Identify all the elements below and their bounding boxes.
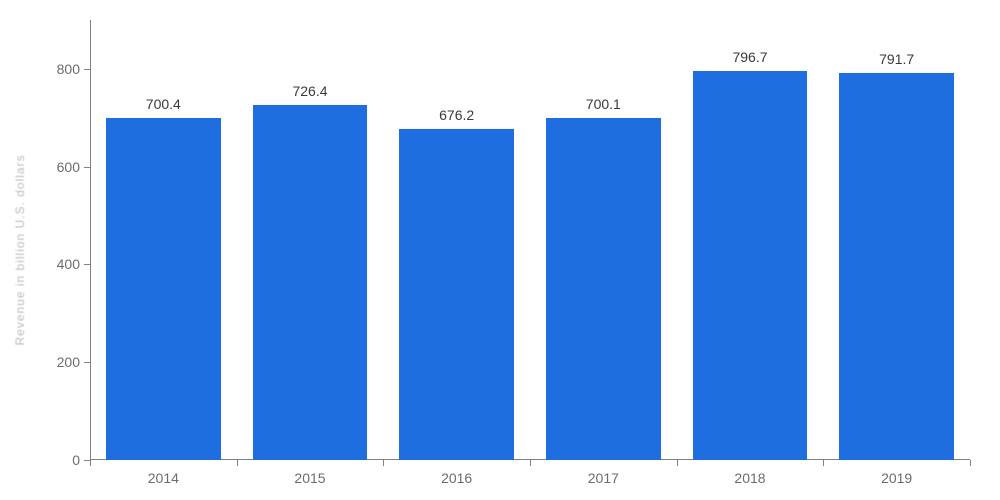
bar: 726.4 <box>253 105 367 460</box>
x-tick-mark <box>823 460 824 466</box>
y-tick-label: 400 <box>57 256 80 272</box>
bars-group: 700.4 726.4 676.2 700.1 796.7 791.7 <box>90 20 970 460</box>
y-axis-title: Revenue in billion U.S. dollars <box>13 154 27 345</box>
y-tick-label: 600 <box>57 159 80 175</box>
x-tick-mark <box>530 460 531 466</box>
x-tick-mark <box>970 460 971 466</box>
bar: 676.2 <box>399 129 513 460</box>
x-tick-label: 2014 <box>148 470 179 486</box>
bar-value-label: 796.7 <box>732 49 767 65</box>
bar-value-label: 700.1 <box>586 96 621 112</box>
revenue-bar-chart: Revenue in billion U.S. dollars 02004006… <box>0 0 1000 500</box>
y-tick-label: 0 <box>72 452 80 468</box>
x-tick-label: 2018 <box>734 470 765 486</box>
bar: 791.7 <box>839 73 953 460</box>
x-tick-label: 2019 <box>881 470 912 486</box>
bar-value-label: 726.4 <box>292 83 327 99</box>
x-tick-label: 2017 <box>588 470 619 486</box>
y-tick-label: 200 <box>57 354 80 370</box>
bar-value-label: 676.2 <box>439 107 474 123</box>
x-tick-mark <box>677 460 678 466</box>
plot-area: 0200400600800 201420152016201720182019 7… <box>90 20 970 460</box>
x-tick-label: 2015 <box>294 470 325 486</box>
bar-value-label: 791.7 <box>879 51 914 67</box>
x-tick-mark <box>383 460 384 466</box>
x-tick-mark <box>237 460 238 466</box>
bar: 796.7 <box>693 71 807 460</box>
bar: 700.1 <box>546 118 660 460</box>
y-tick-label: 800 <box>57 61 80 77</box>
x-tick-mark <box>90 460 91 466</box>
bar: 700.4 <box>106 118 220 460</box>
bar-value-label: 700.4 <box>146 96 181 112</box>
x-tick-label: 2016 <box>441 470 472 486</box>
